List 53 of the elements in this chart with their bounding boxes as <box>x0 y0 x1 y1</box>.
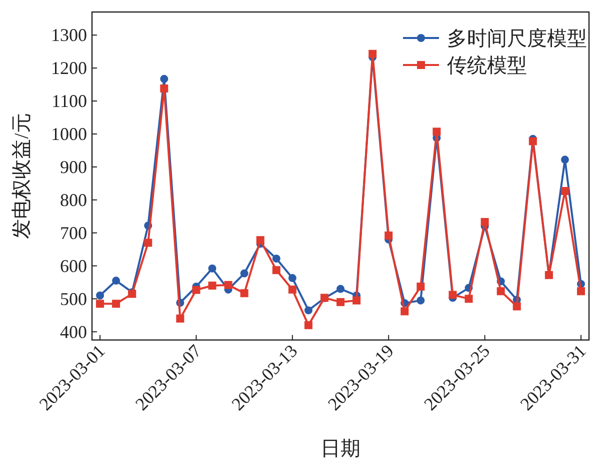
point <box>432 128 441 136</box>
y-tick-label: 1100 <box>52 91 87 112</box>
point <box>336 298 344 306</box>
point <box>576 287 585 296</box>
y-axis-title: 发电权收益/元 <box>11 113 33 239</box>
y-tick-label: 600 <box>60 256 87 276</box>
y-tick-label: 700 <box>60 222 87 243</box>
point <box>240 289 248 298</box>
point <box>528 137 537 146</box>
point <box>464 294 473 303</box>
legend-label: 传统模型 <box>447 55 527 77</box>
point <box>400 307 409 316</box>
point <box>160 84 168 92</box>
point <box>384 232 393 240</box>
point <box>512 302 521 310</box>
y-tick-label: 1000 <box>51 124 87 144</box>
point <box>448 290 457 299</box>
point <box>480 218 489 226</box>
point <box>208 282 216 290</box>
point <box>272 254 280 263</box>
point <box>160 74 168 83</box>
point <box>272 266 280 274</box>
point <box>192 286 200 294</box>
point <box>304 306 312 314</box>
point <box>304 321 312 330</box>
y-tick-label: 800 <box>60 190 87 210</box>
point <box>560 156 569 164</box>
point <box>240 269 248 278</box>
x-axis-title: 日期 <box>320 438 360 460</box>
point <box>496 287 505 296</box>
y-tick-label: 900 <box>60 156 87 177</box>
point <box>176 314 184 323</box>
point <box>288 286 296 294</box>
point <box>256 236 264 244</box>
point <box>288 274 296 282</box>
point <box>208 264 216 272</box>
point <box>112 300 120 308</box>
point <box>96 291 104 300</box>
y-tick-label: 400 <box>60 322 87 342</box>
point <box>368 50 377 58</box>
point <box>336 284 344 293</box>
y-tick-label: 1300 <box>51 25 87 46</box>
point <box>112 276 120 285</box>
point <box>352 296 361 304</box>
point <box>560 187 569 195</box>
point <box>416 296 425 304</box>
y-tick-label: 500 <box>60 288 87 309</box>
point <box>224 280 232 289</box>
y-tick-label: 1200 <box>51 58 87 78</box>
point <box>96 300 104 308</box>
legend-label: 多时间尺度模型 <box>447 28 587 50</box>
point <box>144 238 152 247</box>
point <box>416 282 425 291</box>
